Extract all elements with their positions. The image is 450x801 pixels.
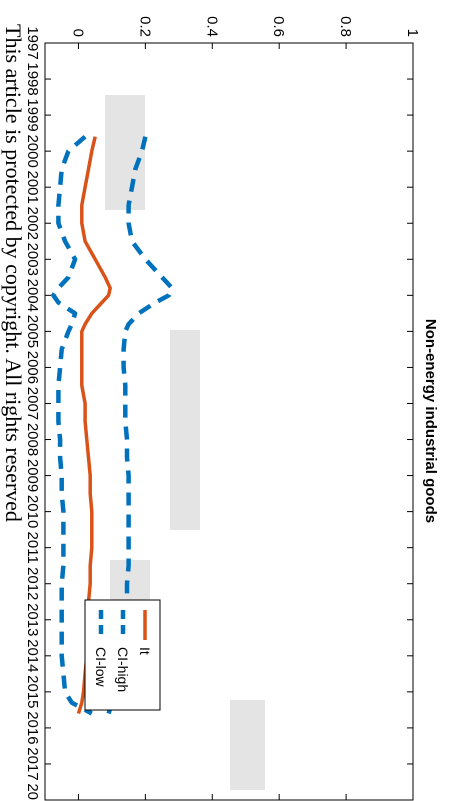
copyright-notice: This article is protected by copyright. … (1, 24, 26, 522)
x-tick-label: 2013 (24, 603, 41, 636)
x-tick-label: 1997 (24, 26, 41, 59)
x-tick-label: 2003 (24, 243, 41, 276)
x-tick-label: 2001 (24, 171, 41, 204)
legend-label: It (137, 647, 153, 655)
y-axis-ticks: 0 0.2 0.4 0.6 0.8 1 (69, 16, 421, 800)
chart-title: Non-energy industrial goods (422, 319, 439, 523)
x-tick-label: 2006 (24, 351, 41, 384)
x-tick-label: 2018 (24, 783, 41, 801)
y-tick-label: 0.4 (203, 16, 220, 37)
legend-box (84, 599, 161, 711)
x-tick-label: 2011 (24, 532, 41, 564)
x-tick-label: 2017 (24, 747, 41, 780)
plot-frame (44, 42, 414, 801)
y-tick-label: 0.6 (270, 16, 287, 37)
x-tick-label: 2016 (24, 711, 41, 744)
x-tick-label: 2012 (24, 567, 41, 600)
x-tick-label: 2000 (24, 134, 41, 167)
x-tick-label: 2014 (24, 639, 41, 672)
x-tick-label: 2002 (24, 207, 41, 240)
x-tick-label: 2005 (24, 315, 41, 348)
y-tick-label: 0.2 (136, 16, 153, 37)
legend-label: CI-high (115, 647, 131, 692)
x-tick-label: 2007 (24, 387, 41, 420)
x-tick-label: 2009 (24, 459, 41, 492)
y-tick-label: 0 (69, 29, 86, 37)
x-tick-label: 2015 (24, 675, 41, 708)
y-tick-label: 1 (404, 29, 421, 37)
legend: It CI-high CI-low (84, 599, 161, 711)
x-tick-label: 2004 (24, 279, 41, 312)
x-tick-label: 2008 (24, 423, 41, 456)
y-tick-label: 0.8 (337, 16, 354, 37)
x-tick-label: 1998 (24, 62, 41, 95)
x-axis-ticks: 1997 1998 1999 2000 2001 2002 2003 2004 2005 2006… (24, 26, 413, 801)
legend-label: CI-low (93, 647, 109, 688)
x-tick-label: 1999 (24, 98, 41, 131)
x-tick-label: 2010 (24, 495, 41, 528)
series-line-ci-low (51, 134, 93, 716)
